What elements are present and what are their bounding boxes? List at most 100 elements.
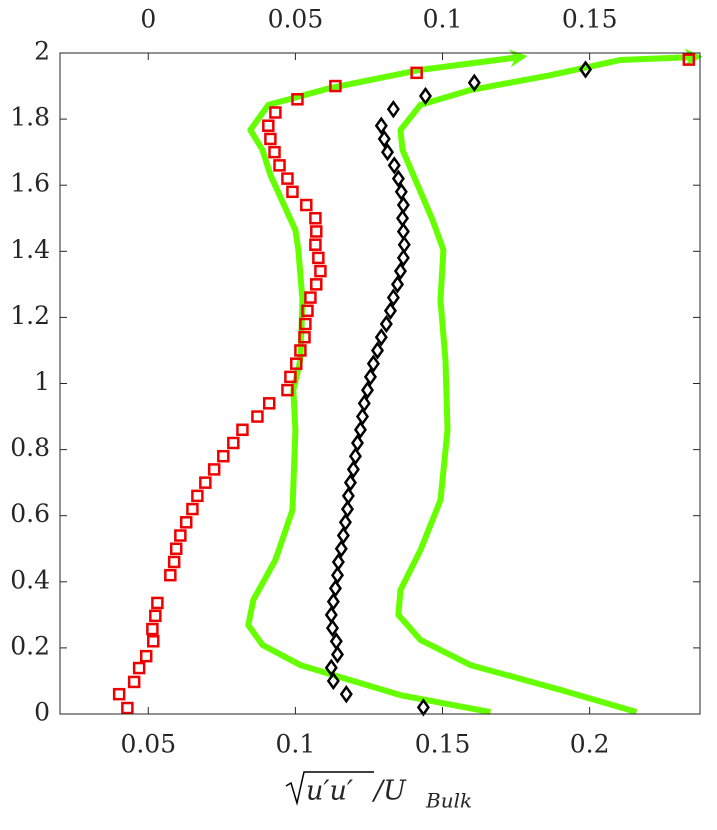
diamond-marker bbox=[336, 526, 350, 545]
y-tick-label: 1.4 bbox=[10, 235, 50, 264]
diamond-marker bbox=[329, 632, 343, 651]
square-marker bbox=[286, 185, 299, 199]
square-marker bbox=[174, 529, 187, 542]
square-marker bbox=[167, 555, 181, 569]
diamond-marker bbox=[348, 447, 362, 466]
diamond-marker bbox=[330, 566, 345, 585]
square-marker bbox=[269, 106, 282, 119]
diamond-marker bbox=[346, 460, 360, 479]
square-marker bbox=[310, 225, 323, 238]
y-tick-label: 1.8 bbox=[10, 103, 50, 132]
diamond-marker bbox=[360, 380, 375, 400]
square-marker bbox=[169, 542, 183, 555]
square-marker bbox=[298, 330, 311, 344]
x2-tick-label: 0.15 bbox=[562, 5, 618, 34]
diamond-marker bbox=[387, 156, 401, 175]
square-marker bbox=[147, 635, 160, 648]
diamond-marker bbox=[578, 60, 593, 79]
square-marker bbox=[199, 476, 212, 489]
square-marker bbox=[301, 304, 314, 318]
y-tick-label: 0.2 bbox=[10, 631, 50, 660]
diamond-marker bbox=[334, 539, 348, 558]
diamond-marker bbox=[467, 73, 481, 92]
diamond-marker bbox=[355, 407, 370, 426]
x-tick-label: 0.15 bbox=[415, 730, 471, 759]
y-tick-label: 0.8 bbox=[10, 433, 50, 462]
diamond-marker bbox=[374, 328, 388, 347]
square-marker bbox=[112, 687, 126, 701]
diamond-marker bbox=[380, 142, 395, 162]
diamond-marker bbox=[325, 618, 340, 638]
diamond-marker bbox=[343, 473, 357, 492]
y-tick-label: 1.2 bbox=[10, 301, 50, 330]
square-marker bbox=[309, 212, 322, 225]
square-marker bbox=[300, 198, 313, 212]
x2-tick-label: 0.05 bbox=[268, 5, 324, 34]
diamond-marker bbox=[397, 235, 411, 254]
square-marker bbox=[217, 449, 230, 463]
square-marker bbox=[410, 66, 423, 80]
square-marker bbox=[273, 159, 286, 172]
diamond-marker bbox=[393, 261, 407, 281]
diamond-marker bbox=[386, 100, 400, 119]
diamond-marker bbox=[326, 592, 340, 611]
square-marker bbox=[236, 423, 249, 437]
profile-line bbox=[395, 48, 703, 715]
x-label-root: u′u′ bbox=[306, 776, 353, 807]
square-marker bbox=[139, 649, 153, 663]
square-marker bbox=[179, 516, 193, 529]
x-axis-label: u′u′ /U Bulk bbox=[285, 771, 472, 813]
square-marker bbox=[186, 502, 199, 516]
diamond-marker bbox=[374, 116, 388, 135]
y-tick-label: 1.6 bbox=[10, 169, 50, 198]
diamond-marker bbox=[396, 222, 410, 241]
x-tick-label: 0.05 bbox=[120, 730, 176, 759]
diamond-marker bbox=[353, 420, 367, 439]
square-marker bbox=[146, 622, 159, 636]
diamond-marker bbox=[324, 605, 338, 625]
diamond-marker bbox=[383, 301, 397, 320]
x-tick-label: 0.2 bbox=[570, 730, 610, 759]
square-marker bbox=[149, 609, 162, 623]
diamond-marker bbox=[391, 169, 405, 188]
x-tick-label: 0.1 bbox=[276, 730, 316, 759]
diamond-marker bbox=[377, 129, 391, 149]
diamond-marker bbox=[386, 288, 400, 307]
square-marker bbox=[329, 79, 342, 93]
y-tick-label: 1 bbox=[34, 367, 50, 396]
x2-tick-label: 0.1 bbox=[423, 5, 463, 34]
square-marker bbox=[314, 264, 327, 278]
diamond-marker bbox=[331, 552, 345, 572]
diamond-marker bbox=[363, 367, 377, 387]
square-marker bbox=[682, 53, 696, 66]
diamond-marker bbox=[339, 685, 353, 704]
diamond-marker bbox=[341, 486, 355, 506]
x-label-sub: Bulk bbox=[425, 789, 472, 813]
diamond-marker bbox=[330, 645, 345, 664]
plot-frame bbox=[59, 52, 701, 715]
diamond-marker bbox=[340, 499, 355, 519]
square-marker bbox=[299, 317, 312, 331]
square-marker bbox=[294, 344, 307, 357]
diamond-marker bbox=[379, 314, 393, 334]
square-marker bbox=[251, 410, 264, 423]
diamond-marker bbox=[396, 248, 410, 268]
diamond-marker bbox=[324, 658, 338, 677]
square-marker bbox=[262, 397, 276, 410]
diamond-marker bbox=[418, 86, 432, 106]
square-marker bbox=[312, 251, 325, 265]
diamond-marker bbox=[326, 671, 340, 691]
y-tick-label: 0 bbox=[34, 698, 50, 727]
square-marker bbox=[264, 132, 277, 146]
square-marker bbox=[191, 489, 204, 503]
square-marker bbox=[151, 596, 164, 610]
y-tick-label: 0.4 bbox=[10, 565, 50, 594]
square-marker bbox=[291, 93, 304, 106]
square-marker bbox=[284, 370, 297, 384]
square-marker bbox=[281, 383, 294, 397]
diamond-marker bbox=[350, 433, 365, 453]
square-marker bbox=[127, 675, 141, 689]
square-marker bbox=[310, 278, 323, 291]
square-marker bbox=[207, 463, 221, 476]
square-marker bbox=[164, 568, 177, 582]
